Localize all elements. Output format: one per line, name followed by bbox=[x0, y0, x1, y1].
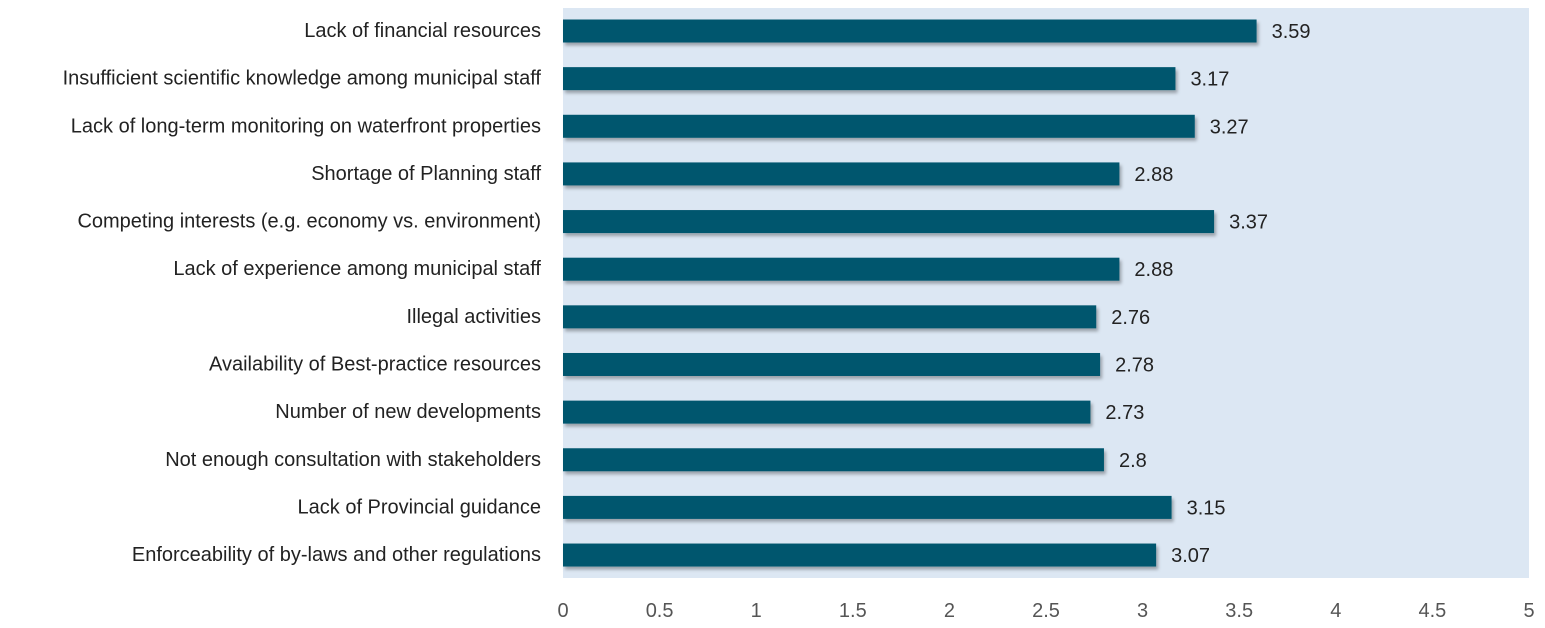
value-labels: 3.59 3.17 3.27 2.88 3.37 2.88 2.76 2.78 2.73 2.8 3… bbox=[1105, 21, 1310, 567]
bars-group bbox=[563, 19, 1257, 567]
x-tick-label: 3 bbox=[1137, 600, 1148, 622]
data-label: 3.17 bbox=[1190, 69, 1229, 91]
data-label: 3.07 bbox=[1171, 545, 1210, 567]
x-tick-label: 3.5 bbox=[1225, 600, 1253, 622]
category-label: Availability of Best-practice resources bbox=[209, 353, 541, 375]
bar bbox=[563, 210, 1215, 234]
category-labels: Lack of financial resources Insufficient … bbox=[63, 20, 542, 566]
category-label: Lack of experience among municipal staff bbox=[173, 258, 541, 280]
x-tick-label: 1.5 bbox=[839, 600, 867, 622]
category-label: Illegal activities bbox=[406, 306, 541, 328]
x-tick-label: 0 bbox=[557, 600, 568, 622]
category-label: Insufficient scientific knowledge among … bbox=[63, 68, 542, 90]
bar bbox=[563, 448, 1104, 472]
data-label: 2.8 bbox=[1119, 450, 1147, 472]
data-label: 3.59 bbox=[1272, 21, 1311, 43]
data-label: 2.73 bbox=[1105, 402, 1144, 424]
x-tick-label: 1 bbox=[751, 600, 762, 622]
x-tick-label: 4.5 bbox=[1418, 600, 1446, 622]
x-tick-label: 5 bbox=[1523, 600, 1534, 622]
data-label: 2.76 bbox=[1111, 307, 1150, 329]
category-label: Lack of financial resources bbox=[304, 20, 541, 42]
x-tick-label: 4 bbox=[1330, 600, 1341, 622]
bar bbox=[563, 114, 1195, 138]
x-tick-label: 0.5 bbox=[646, 600, 674, 622]
data-label: 2.88 bbox=[1134, 164, 1173, 186]
bar bbox=[563, 352, 1101, 376]
data-label: 3.37 bbox=[1229, 212, 1268, 234]
bar bbox=[563, 400, 1091, 424]
bar bbox=[563, 162, 1120, 186]
bar bbox=[563, 257, 1120, 281]
data-label: 2.88 bbox=[1134, 259, 1173, 281]
bar bbox=[563, 305, 1097, 329]
bar bbox=[563, 543, 1157, 567]
category-label: Not enough consultation with stakeholder… bbox=[165, 449, 541, 471]
category-label: Lack of long-term monitoring on waterfro… bbox=[71, 115, 541, 137]
category-label: Lack of Provincial guidance bbox=[298, 496, 541, 518]
category-label: Enforceability of by-laws and other regu… bbox=[132, 544, 541, 566]
category-label: Competing interests (e.g. economy vs. en… bbox=[77, 211, 541, 233]
bar bbox=[563, 67, 1176, 91]
bar bbox=[563, 495, 1172, 519]
bar bbox=[563, 19, 1257, 43]
x-tick-label: 2.5 bbox=[1032, 600, 1060, 622]
data-label: 3.15 bbox=[1187, 497, 1226, 519]
plot-area bbox=[563, 8, 1529, 578]
category-label: Shortage of Planning staff bbox=[311, 163, 541, 185]
data-label: 3.27 bbox=[1210, 116, 1249, 138]
data-label: 2.78 bbox=[1115, 354, 1154, 376]
x-tick-label: 2 bbox=[944, 600, 955, 622]
category-label: Number of new developments bbox=[275, 401, 541, 423]
x-axis-tick-labels: 0 0.5 1 1.5 2 2.5 3 3.5 4 4.5 5 bbox=[557, 600, 1534, 622]
